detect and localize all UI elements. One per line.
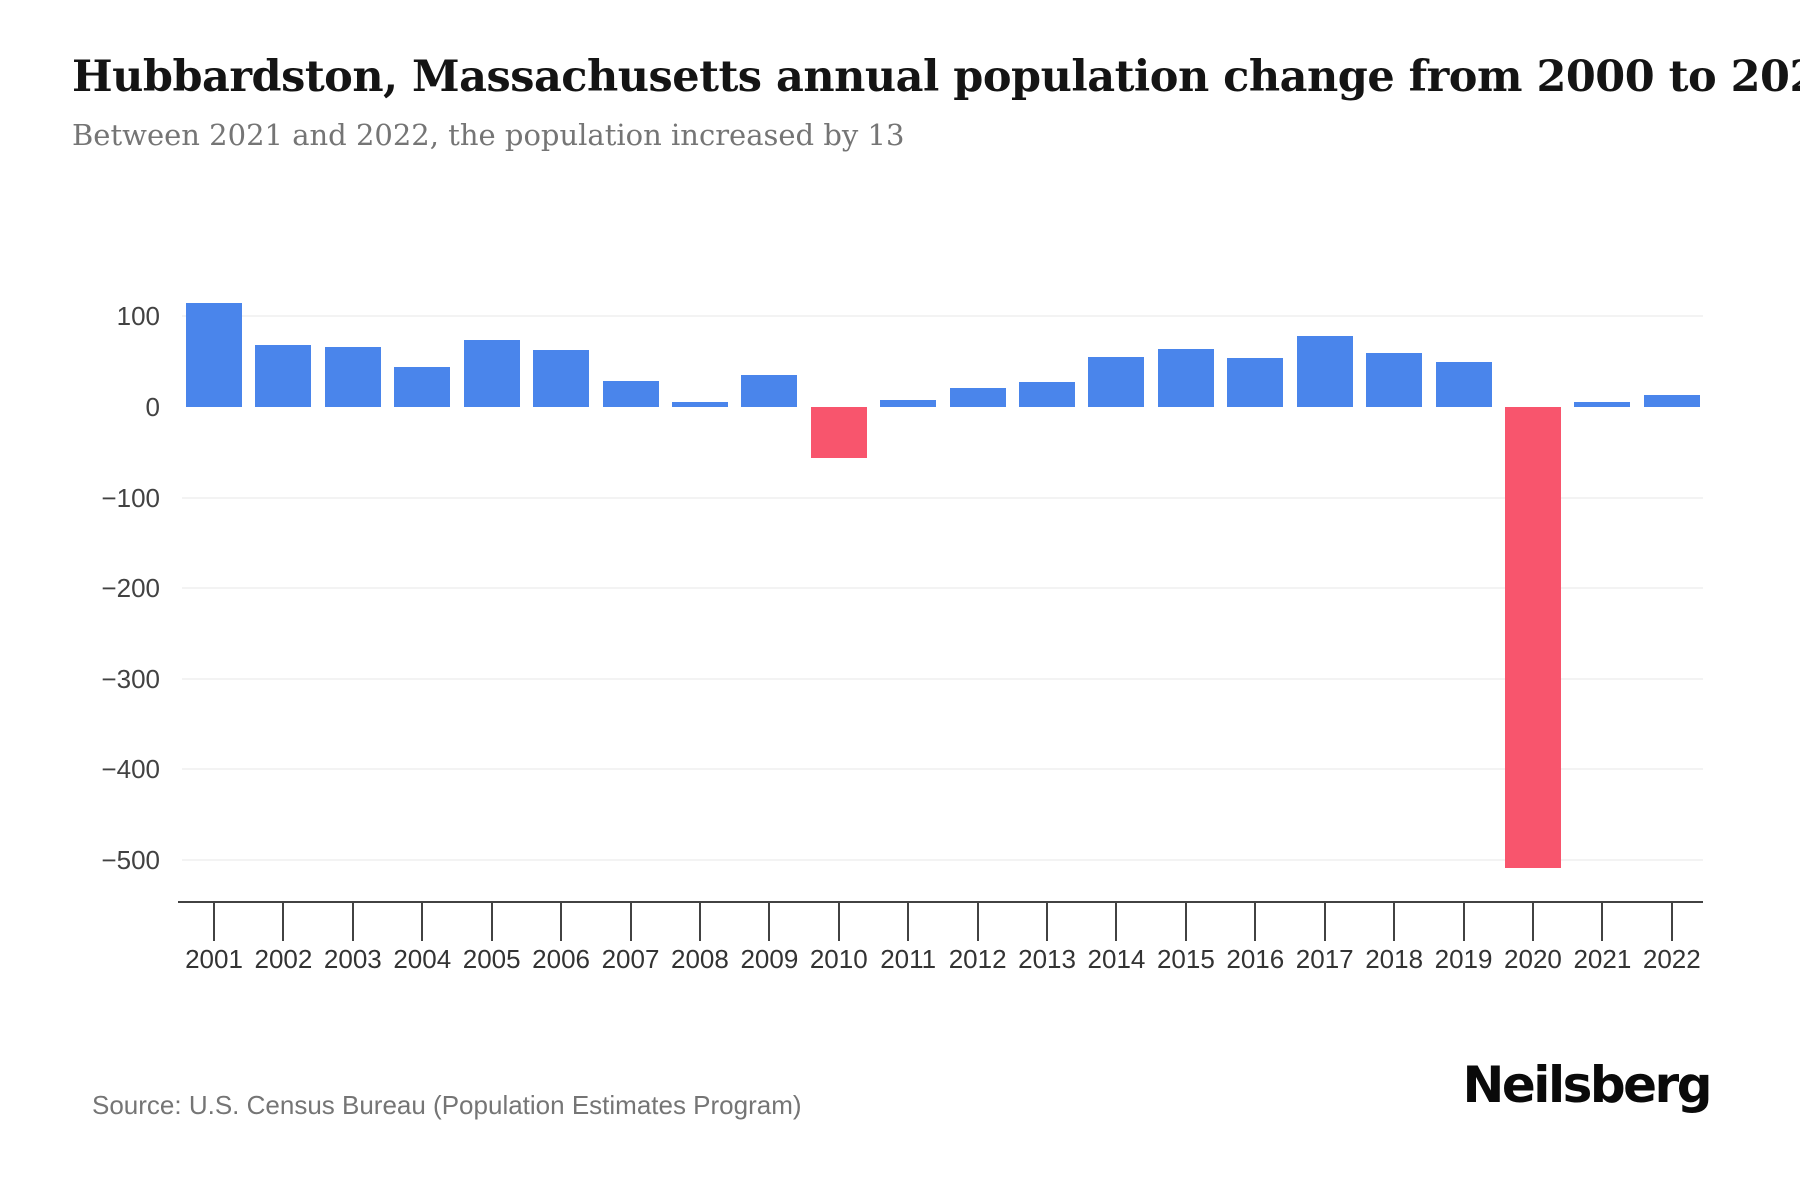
- y-gridline: [182, 858, 1703, 861]
- bar-2003[interactable]: [324, 347, 381, 407]
- neilsberg-logo: Neilsberg: [1462, 1056, 1713, 1114]
- bar-2010[interactable]: [810, 407, 867, 458]
- y-gridline: [182, 587, 1703, 590]
- x-axis-label: 2013: [1018, 944, 1076, 974]
- bar-2013[interactable]: [1019, 381, 1076, 407]
- x-tick: [1115, 903, 1118, 941]
- bar-2012[interactable]: [949, 387, 1006, 407]
- x-axis-label: 2007: [601, 944, 660, 974]
- x-tick: [976, 903, 979, 941]
- x-axis-label: 2020: [1504, 944, 1562, 974]
- y-axis-label: 0: [145, 392, 160, 422]
- x-tick: [560, 903, 563, 941]
- x-axis-label: 2005: [462, 944, 521, 974]
- x-tick: [1462, 903, 1465, 941]
- y-axis-label: −200: [101, 573, 160, 604]
- bar-2011[interactable]: [880, 399, 937, 407]
- bar-2006[interactable]: [533, 349, 590, 407]
- x-tick: [1531, 903, 1534, 941]
- y-gridline: [182, 768, 1703, 771]
- y-gridline: [182, 496, 1703, 499]
- x-tick: [421, 903, 424, 941]
- x-axis-label: 2022: [1642, 944, 1701, 974]
- x-axis-label: 2002: [254, 944, 313, 974]
- x-axis-label: 2003: [323, 944, 382, 974]
- bar-2008[interactable]: [671, 402, 728, 407]
- bar-2016[interactable]: [1227, 358, 1284, 407]
- x-axis-label: 2017: [1295, 944, 1354, 974]
- chart-subtitle: Between 2021 and 2022, the population in…: [72, 118, 905, 152]
- x-tick: [1323, 903, 1326, 941]
- x-axis-label: 2021: [1573, 944, 1632, 974]
- y-gridline: [182, 315, 1703, 318]
- bar-2014[interactable]: [1088, 357, 1145, 407]
- bar-2001[interactable]: [186, 302, 242, 407]
- x-tick: [282, 903, 285, 941]
- x-tick: [1670, 903, 1673, 941]
- x-tick: [1601, 903, 1604, 941]
- x-tick: [213, 903, 215, 941]
- bar-2021[interactable]: [1574, 401, 1631, 407]
- bar-2017[interactable]: [1296, 336, 1353, 407]
- x-axis-label: 2011: [880, 944, 937, 974]
- x-axis-label: 2019: [1434, 944, 1493, 974]
- y-axis-label: −300: [101, 663, 160, 694]
- bar-2004[interactable]: [394, 367, 451, 407]
- y-axis-label: 100: [116, 301, 160, 332]
- x-tick: [1393, 903, 1396, 941]
- x-tick: [1046, 903, 1049, 941]
- bar-2002[interactable]: [255, 344, 312, 407]
- x-tick: [837, 903, 840, 941]
- x-tick: [768, 903, 771, 941]
- x-axis-label: 2012: [948, 944, 1007, 974]
- bar-2007[interactable]: [602, 380, 659, 407]
- bar-2015[interactable]: [1157, 349, 1214, 407]
- bar-2005[interactable]: [463, 339, 520, 407]
- x-axis-label: 2016: [1226, 944, 1285, 974]
- x-tick: [907, 903, 910, 941]
- bar-2020[interactable]: [1504, 407, 1561, 868]
- bar-2019[interactable]: [1435, 361, 1492, 407]
- bar-2018[interactable]: [1366, 352, 1423, 407]
- x-tick: [490, 903, 493, 941]
- bar-2022[interactable]: [1643, 395, 1700, 407]
- x-axis-label: 2014: [1087, 944, 1146, 974]
- chart-title: Hubbardston, Massachusetts annual popula…: [72, 52, 1800, 102]
- source-note: Source: U.S. Census Bureau (Population E…: [92, 1090, 802, 1120]
- y-axis-label: −400: [101, 754, 160, 785]
- x-axis-label: 2018: [1365, 944, 1424, 974]
- y-axis-label: −500: [101, 844, 160, 875]
- x-tick: [629, 903, 632, 941]
- x-axis-label: 2009: [740, 944, 799, 974]
- x-axis-label: 2010: [809, 944, 868, 974]
- x-axis-label: 2008: [671, 944, 729, 974]
- x-tick: [351, 903, 354, 941]
- x-tick: [698, 903, 701, 941]
- x-tick: [1184, 903, 1187, 941]
- bar-2009[interactable]: [741, 375, 798, 407]
- x-axis-label: 2004: [393, 944, 452, 974]
- x-axis-line: [178, 901, 1703, 903]
- x-axis-label: 2001: [185, 944, 243, 974]
- x-tick: [1254, 903, 1257, 941]
- x-axis-label: 2006: [532, 944, 591, 974]
- y-gridline: [182, 677, 1703, 680]
- x-axis-label: 2015: [1156, 944, 1215, 974]
- y-axis-label: −100: [101, 482, 160, 513]
